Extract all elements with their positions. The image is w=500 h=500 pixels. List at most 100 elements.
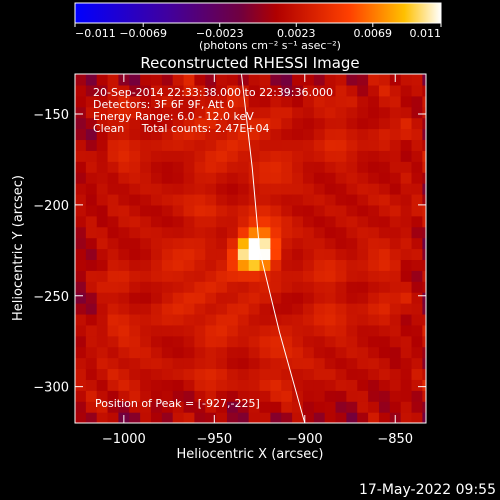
heatmap-cell — [85, 215, 98, 228]
heatmap-cell — [389, 204, 402, 217]
heatmap-cell — [183, 193, 196, 206]
heatmap-cell — [75, 172, 87, 184]
heatmap-cell — [161, 74, 174, 86]
heatmap-cell — [389, 259, 402, 271]
heatmap-cell — [292, 84, 304, 97]
heatmap-cell — [140, 172, 152, 184]
heatmap-cell — [422, 95, 426, 108]
heatmap-cell — [140, 379, 152, 391]
heatmap-cell — [411, 84, 423, 97]
heatmap-cell — [368, 237, 380, 250]
heatmap-cell — [161, 183, 174, 195]
x-tick-label: −950 — [196, 432, 232, 447]
heatmap-cell — [237, 204, 250, 217]
heatmap-cell — [400, 270, 413, 282]
heatmap-cell — [368, 357, 380, 370]
heatmap-cell — [259, 84, 272, 97]
heatmap-cell — [216, 390, 228, 402]
heatmap-cell — [400, 303, 413, 315]
heatmap-cell — [313, 248, 326, 261]
heatmap-cell — [400, 183, 413, 195]
heatmap-cell — [313, 161, 326, 173]
heatmap-cell — [118, 193, 130, 206]
heatmap-cell — [194, 84, 206, 97]
heatmap-cell — [411, 193, 423, 206]
heatmap-cell — [183, 161, 196, 173]
heatmap-cell — [411, 335, 423, 348]
heatmap-cell — [248, 412, 261, 423]
heatmap-cell — [281, 292, 293, 304]
heatmap-cell — [335, 183, 347, 195]
heatmap-cell — [172, 368, 185, 380]
heatmap-cell — [292, 74, 304, 86]
heatmap-cell — [205, 281, 217, 293]
heatmap-cell — [313, 95, 326, 108]
heatmap-cell — [324, 117, 337, 130]
heatmap-cell — [194, 215, 206, 228]
heatmap-cell — [400, 401, 413, 413]
heatmap-cell — [389, 183, 402, 195]
heatmap-cell — [194, 237, 206, 250]
heatmap-cell — [346, 390, 358, 402]
heatmap-cell — [107, 335, 120, 348]
heatmap-cell — [140, 204, 152, 217]
heatmap-cell — [75, 390, 87, 402]
heatmap-cell — [259, 401, 272, 413]
heatmap-cell — [302, 226, 315, 239]
heatmap-cell — [237, 117, 250, 130]
heatmap-cell — [75, 292, 87, 304]
heatmap-cell — [422, 226, 426, 239]
heatmap-cell — [378, 215, 391, 228]
heatmap-cell — [389, 150, 402, 162]
heatmap-cell — [259, 183, 272, 195]
heatmap-cell — [161, 237, 174, 250]
heatmap-cell — [216, 412, 228, 423]
heatmap-cell — [140, 270, 152, 282]
heatmap-cell — [281, 183, 293, 195]
heatmap-cell — [368, 183, 380, 195]
colorbar-unit-label: (photons cm⁻² s⁻¹ asec⁻²) — [199, 39, 341, 52]
heatmap-cell — [270, 106, 282, 119]
heatmap-cell — [129, 161, 141, 173]
heatmap-cell — [259, 379, 272, 391]
heatmap-cell — [129, 172, 141, 184]
heatmap-cell — [172, 139, 185, 151]
heatmap-cell — [378, 412, 391, 423]
heatmap-cell — [400, 74, 413, 86]
heatmap-cell — [150, 84, 163, 97]
heatmap-cell — [226, 161, 239, 173]
heatmap-cell — [183, 150, 196, 162]
heatmap-cell — [194, 335, 206, 348]
heatmap-cell — [389, 292, 402, 304]
heatmap-cell — [205, 183, 217, 195]
heatmap-cell — [422, 412, 426, 423]
heatmap-cell — [313, 193, 326, 206]
heatmap-cell — [400, 128, 413, 141]
heatmap-cell — [237, 390, 250, 402]
heatmap-cell — [422, 379, 426, 391]
heatmap-cell — [216, 226, 228, 239]
heatmap-cell — [313, 74, 326, 86]
heatmap-cell — [150, 324, 163, 337]
heatmap-cell — [205, 74, 217, 86]
heatmap-cell — [226, 346, 239, 359]
heatmap-cell — [129, 74, 141, 86]
heatmap-cell — [129, 128, 141, 141]
heatmap-cell — [324, 237, 337, 250]
heatmap-cell — [205, 226, 217, 239]
heatmap-cell — [259, 281, 272, 293]
heatmap-cell — [194, 193, 206, 206]
heatmap-cell — [216, 150, 228, 162]
heatmap-cell — [226, 368, 239, 380]
heatmap-cell — [172, 150, 185, 162]
heatmap-cell — [292, 139, 304, 151]
heatmap-cell — [172, 346, 185, 359]
heatmap-cell — [216, 259, 228, 271]
heatmap-cell — [259, 226, 272, 239]
heatmap-cell — [172, 226, 185, 239]
solar-limb-curve — [240, 74, 306, 423]
heatmap-cell — [183, 95, 196, 108]
heatmap-cell — [140, 193, 152, 206]
heatmap-cell — [259, 303, 272, 315]
heatmap-cell — [216, 237, 228, 250]
